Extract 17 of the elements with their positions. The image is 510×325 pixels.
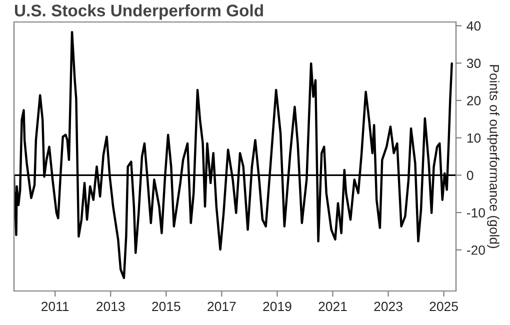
- x-tick-label: 2015: [152, 302, 180, 312]
- y-tick-label: 0: [466, 170, 474, 180]
- y-tick-label: 40: [466, 21, 481, 31]
- y-tick-label: -10: [467, 208, 485, 218]
- y-tick-label: 30: [466, 58, 481, 68]
- x-tick-label: 2013: [96, 302, 125, 312]
- x-tick-label: 2023: [374, 302, 402, 312]
- x-tick-label: 2025: [430, 302, 458, 312]
- y-tick-label: -20: [467, 245, 485, 255]
- y-tick-label: 20: [467, 96, 481, 106]
- x-tick-label: 2017: [208, 302, 236, 312]
- chart-title: U.S. Stocks Underperform Gold: [15, 4, 263, 20]
- x-tick-label: 2019: [263, 302, 292, 312]
- y-axis-title: Points of outperformance (gold): [487, 65, 500, 248]
- x-tick-label: 2021: [318, 302, 347, 312]
- x-tick-label: 2011: [42, 302, 69, 312]
- y-tick-label: 10: [467, 133, 481, 143]
